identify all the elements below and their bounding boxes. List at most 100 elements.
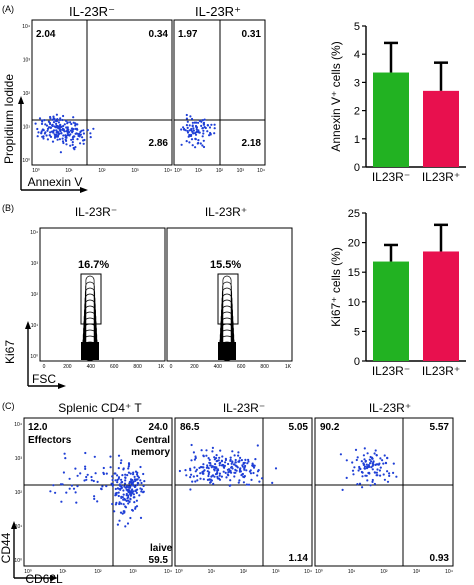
event-dot [37,131,40,134]
event-dot [64,134,67,137]
tick-label: 10⁰ [30,354,38,360]
event-dot [189,469,192,472]
event-dot [80,129,83,132]
event-dot [118,519,121,522]
event-dot [227,462,230,466]
event-dot [117,476,121,479]
event-dot [192,127,195,130]
event-dot [379,466,382,469]
event-dot [55,131,58,134]
event-dot [49,490,52,493]
event-dot [197,121,200,124]
event-dot [227,474,230,477]
event-dot [209,133,212,136]
event-dot [376,474,379,477]
event-dot [66,121,69,124]
event-dot [121,480,124,484]
event-dot [59,117,62,120]
bar-chart-ki67: 0 5 10 15 20 25 IL23R⁻ IL23R⁺ Ki67⁺ cells (%) [329,208,466,378]
event-dot [201,119,204,122]
event-dot [62,471,65,474]
event-dot [53,125,56,128]
event-dot [376,468,379,471]
event-dot [55,113,59,116]
event-dot [84,467,87,470]
event-dot [241,464,244,467]
event-dot [211,474,215,477]
event-dot [46,138,50,141]
event-dot [139,516,143,520]
tick-label: 10² [240,569,248,575]
event-dot [114,472,117,475]
event-dot [85,475,88,479]
event-dot [260,477,264,480]
event-dot [220,475,223,478]
category-label: IL23R⁺ [422,364,460,378]
event-dot [368,462,372,465]
event-dot [119,461,122,465]
tick-label: 10⁰ [175,569,183,575]
event-dot [76,138,79,141]
event-dot [111,483,114,486]
tick-label: 10² [15,490,23,496]
event-dot [224,458,227,462]
tick-label: 400 [214,364,223,370]
event-dot [395,475,398,478]
event-dot [218,456,221,459]
event-dot [190,127,193,131]
event-dot [196,479,199,482]
event-dot [188,141,191,144]
event-dot [213,123,216,126]
axis-label: Ki67 [3,340,17,364]
quadrant-note: memory [131,447,170,458]
event-dot [69,133,72,136]
event-dot [242,475,245,478]
event-dot [365,463,368,466]
arrow-right-icon [58,383,66,389]
event-dot [72,487,76,490]
event-dot [196,474,199,477]
event-dot [82,142,85,145]
tick-label: 10⁴ [445,569,453,575]
event-dot [130,489,133,493]
contour-plot [81,275,99,361]
event-dot [117,467,120,470]
event-dot [127,462,131,465]
event-dot [142,472,145,476]
tick-label: 10⁰ [22,158,30,164]
event-dot [215,457,218,460]
event-dot [60,132,63,135]
event-dot [202,463,205,466]
event-dot [83,138,86,142]
event-dot [46,127,50,130]
event-dot [370,466,373,469]
event-dot [36,135,39,138]
event-dot [128,500,131,503]
event-dot [143,480,146,483]
event-dot [109,466,112,469]
event-dot [239,456,242,459]
event-dot [129,498,132,501]
event-dot [140,481,143,485]
event-dot [182,126,185,129]
event-dot [193,466,196,469]
event-dot [202,121,206,124]
arrow-up-icon [11,521,17,529]
event-dot [66,126,69,129]
event-dot [89,136,92,139]
event-dot [124,479,127,482]
event-dot [42,137,45,140]
event-dot [392,471,395,474]
tick-label: 10² [380,569,388,575]
tick-labels: 0 200 400 600 800 1K 0 200 400 600 800 1K 10⁰ 10¹ 10² 1… [30,230,291,370]
category-label: IL23R⁻ [372,170,410,184]
event-dot [257,469,260,472]
event-dot [140,490,143,493]
event-dot [356,456,359,459]
event-dot [377,463,380,466]
panel-b: IL-23R⁻ IL-23R⁺ 16.7% 15.5% 0 200 400 600 80… [3,205,293,389]
event-dot [75,132,78,135]
event-dot [200,120,203,123]
